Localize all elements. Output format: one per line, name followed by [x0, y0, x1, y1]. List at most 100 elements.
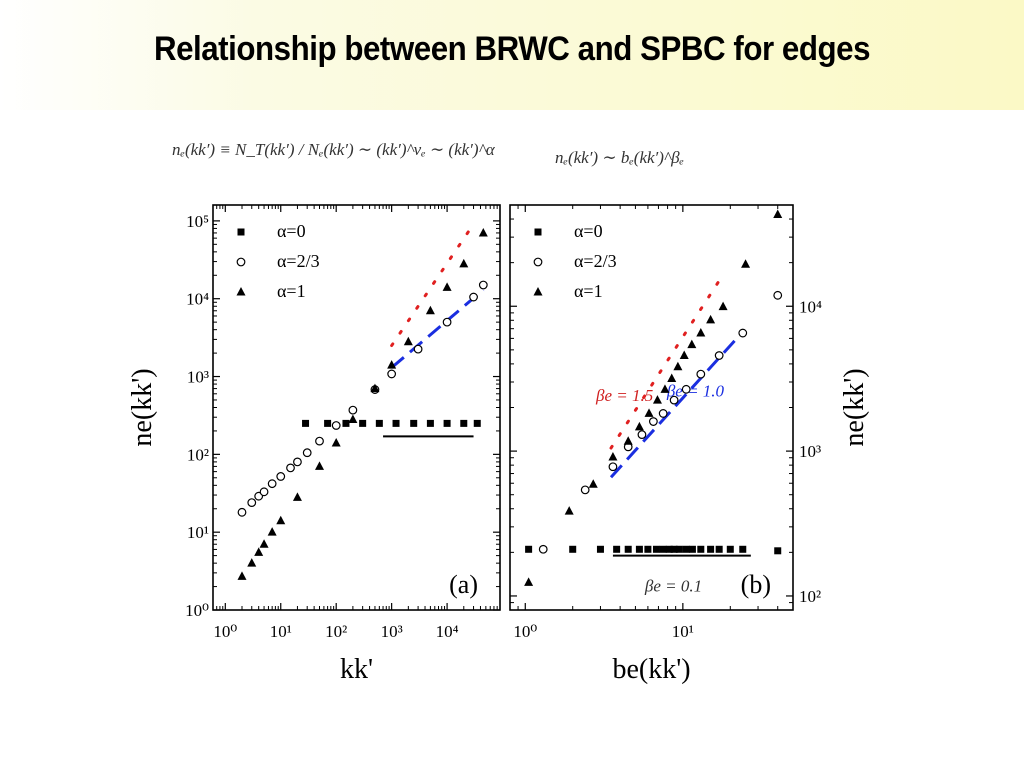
panel-b-point-s1 [608, 462, 618, 472]
panel-b-point-s0 [569, 545, 577, 553]
panel-a-xtick-label: 10¹ [270, 622, 292, 641]
panel-b-point-s0 [596, 545, 604, 553]
formula-right: nₑ(kk′) ∼ bₑ(kk′)^βₑ [555, 148, 685, 167]
panel-a-point-s2 [247, 558, 257, 567]
panel-a-point-s1 [315, 436, 324, 446]
panel-a-point-s2 [459, 258, 469, 268]
panel-b-panel-label: (b) [741, 570, 771, 599]
panel-b-point-s2 [718, 301, 728, 311]
panel-a-point-s2 [331, 437, 341, 447]
panel-a-point-s1 [469, 292, 478, 302]
panel-b-point-s2 [673, 361, 683, 371]
panel-a-ytick-label: 10⁴ [186, 290, 209, 309]
panel-a-point-s2 [276, 515, 286, 525]
panel-b-guide-label: βe = 1.0 [666, 381, 725, 400]
panel-a-point-s2 [292, 492, 302, 501]
panel-a-point-s1 [237, 507, 247, 517]
panel-b-point-s0 [774, 547, 782, 555]
panel-b-point-s0 [644, 545, 652, 553]
title-band [0, 0, 1024, 110]
panel-b-point-s2 [564, 506, 574, 515]
panel-b-xtick-label: 10¹ [672, 622, 694, 641]
panel-a-xtick-label: 10² [325, 622, 347, 641]
panel-a-point-s1 [442, 317, 452, 327]
panel-b-guide-red-dotted [609, 279, 721, 450]
panel-b-point-s2 [588, 479, 598, 488]
panel-a-point-s1 [276, 472, 286, 481]
panel-a-xtick-label: 10³ [381, 622, 403, 641]
panel-b-point-s2 [524, 577, 534, 586]
panel-a-point-s0 [324, 419, 332, 427]
panel-b-point-s2 [608, 452, 618, 461]
panel-a-point-s1 [286, 463, 295, 473]
panel-b-xtick-label: 10⁰ [513, 622, 537, 641]
slide-title: Relationship between BRWC and SPBC for e… [153, 30, 871, 68]
panel-a-legend-marker [236, 287, 246, 296]
panel-b-point-s0 [665, 545, 673, 553]
panel-a-point-s2 [425, 305, 435, 315]
panel-b-point-s0 [682, 545, 690, 553]
panel-a-point-s2 [442, 282, 452, 291]
panel-b-point-s0 [659, 545, 667, 553]
panel-a-panel-label: (a) [449, 570, 478, 599]
panel-a-point-s1 [302, 448, 312, 458]
panel-a-point-s0 [460, 419, 468, 427]
panel-a-point-s0 [410, 419, 418, 427]
panel-a-point-s2 [370, 383, 380, 393]
panel-a-ytick-label: 10¹ [187, 523, 209, 542]
panel-a-legend-marker [237, 228, 245, 236]
panel-b-point-s1 [658, 409, 668, 418]
panel-b-guide-label: βe = 1.5 [595, 386, 653, 405]
panel-a-point-s2 [267, 527, 277, 536]
panel-b-point-s2 [696, 328, 706, 337]
panel-b-point-s0 [697, 545, 705, 553]
panel-b-point-s0 [635, 545, 643, 553]
panel-a-point-s0 [302, 419, 310, 427]
panel-a-ytick-label: 10² [187, 445, 209, 464]
panel-b-point-s2 [644, 408, 654, 417]
panel-b-point-s0 [707, 545, 715, 553]
panel-b-point-s2 [679, 350, 689, 360]
panel-a-point-s2 [259, 539, 269, 548]
panel-b-point-s2 [706, 314, 716, 324]
panel-a-point-s1 [478, 280, 488, 290]
panel-a-point-s1 [348, 405, 358, 415]
panel-b-frame [509, 204, 794, 611]
panel-a-point-s1 [259, 487, 269, 497]
panel-b-ytick-label: 10⁴ [799, 297, 822, 316]
panel-b-legend-marker [533, 287, 543, 296]
panel-b-point-s0 [688, 545, 696, 553]
panel-a-point-s0 [426, 419, 434, 427]
panel-b-point-s2 [667, 373, 677, 383]
formula-left: nₑ(kk′) ≡ N_T(kk′) / Nₑ(kk′) ∼ (kk′)^νₑ … [172, 140, 495, 159]
panel-b-legend-marker [533, 257, 543, 267]
panel-b-point-s0 [652, 545, 660, 553]
panel-b-point-s1 [714, 351, 724, 360]
panel-b-legend-label: α=1 [574, 281, 603, 301]
panel-b-point-s2 [623, 436, 633, 445]
panel-a-point-s2 [237, 571, 247, 580]
panel-b-point-s0 [715, 545, 723, 553]
panel-a-point-s1 [247, 498, 257, 507]
panel-b-point-s0 [525, 545, 533, 553]
panel-b-ytick-label: 10² [799, 587, 821, 606]
panel-a-point-s0 [375, 419, 383, 427]
panel-b-point-s1 [580, 485, 590, 495]
panel-a-legend-marker [236, 257, 246, 267]
panel-b-legend-marker [534, 228, 542, 236]
panel-a-ytick-label: 10⁰ [185, 601, 209, 620]
panel-b-point-s1 [669, 395, 679, 405]
panel-b-point-s1 [538, 544, 548, 554]
panel-a-point-s1 [387, 369, 397, 379]
panel-a-frame [212, 204, 501, 611]
panel-b-legend-label: α=0 [574, 221, 603, 241]
panel-b-point-s0 [675, 545, 683, 553]
panel-b-guide-label: βe = 0.1 [644, 577, 702, 596]
panel-b-ylabel: ne(kk') [839, 368, 870, 446]
panel-b-legend-label: α=2/3 [574, 251, 617, 271]
panel-a-point-s0 [392, 419, 400, 427]
panel-b-point-s2 [773, 209, 783, 218]
panel-b-point-s1 [773, 290, 783, 300]
panel-b-point-s2 [634, 421, 644, 431]
